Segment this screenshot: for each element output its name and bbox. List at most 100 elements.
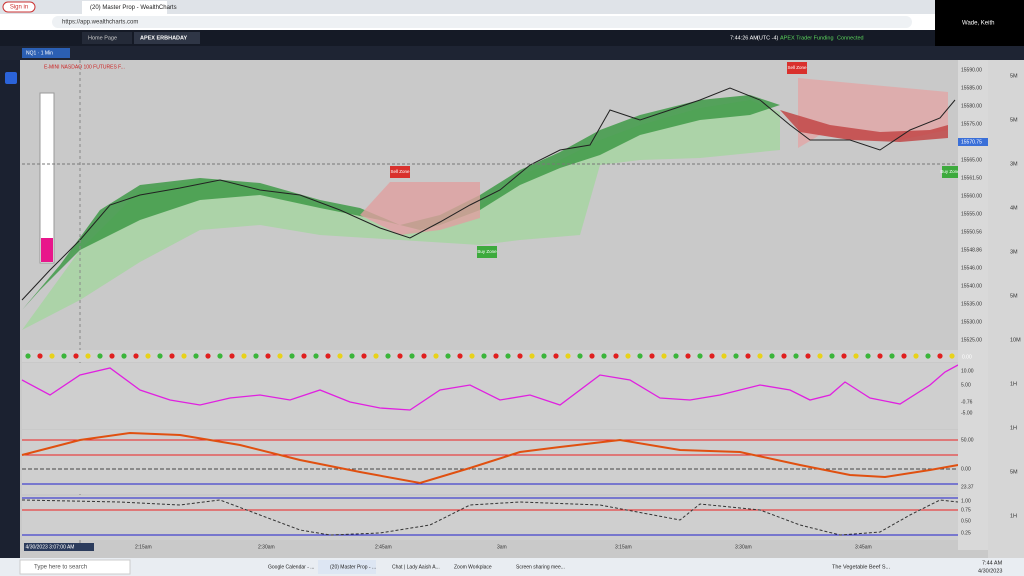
panel-label: 0.25: [961, 530, 971, 536]
signal-dot: [97, 353, 103, 359]
signal-dot: [349, 353, 355, 359]
url: https://app.wealthcharts.com: [62, 20, 138, 26]
signal-dot: [301, 353, 307, 359]
app-tab[interactable]: [134, 32, 200, 44]
profile-button[interactable]: [2, 1, 36, 13]
taskbar-app-label: Chat | Lady Aaish A...: [392, 564, 440, 570]
sell-cloud: [360, 182, 480, 235]
signal-dot: [577, 353, 583, 359]
crosshair-time-tag: [24, 543, 94, 551]
panel-label: 50.00: [961, 437, 974, 443]
signal-dot: [841, 353, 847, 359]
panel-label: 10.00: [961, 368, 974, 374]
signal-dot: [37, 353, 43, 359]
date: 4/30/2023: [978, 568, 1002, 574]
search-box[interactable]: [19, 559, 131, 575]
panel-label: 1.00: [961, 498, 971, 504]
address-bar[interactable]: [52, 16, 912, 28]
interval-label: 5M: [1010, 469, 1018, 475]
oscillator-panel: [22, 363, 958, 429]
interval-column: [988, 60, 1024, 558]
symbol-tab[interactable]: [22, 48, 70, 58]
taskbar-app[interactable]: [318, 560, 376, 574]
taskbar-app-label: Screen sharing mee...: [516, 564, 565, 570]
signal-dot: [265, 353, 271, 359]
time-label: 2:30am: [258, 544, 275, 550]
signal-dot: [433, 353, 439, 359]
add-button[interactable]: [5, 72, 17, 84]
signal-dot: [277, 353, 283, 359]
signal-dot: [817, 353, 823, 359]
taskbar-app[interactable]: [442, 560, 500, 574]
taskbar-app[interactable]: [256, 560, 314, 574]
signal-dot: [625, 353, 631, 359]
time-label: 3:30am: [735, 544, 752, 550]
browser-tab[interactable]: [82, 1, 167, 14]
price-label: 15535.00: [961, 301, 982, 307]
app-bar: [0, 30, 935, 46]
signal-dot: [937, 353, 943, 359]
price-label: 15525.00: [961, 337, 982, 343]
signal-dot: [145, 353, 151, 359]
signal-dot: [709, 353, 715, 359]
clock: 7:44:26 AM: [730, 35, 758, 41]
interval-label: 1H: [1010, 513, 1017, 519]
panel-value: 0.00: [962, 354, 972, 360]
signal-dot: [589, 353, 595, 359]
signal-dot: [25, 353, 31, 359]
clock: 7:44 AM: [982, 560, 1003, 566]
signal-dot: [397, 353, 403, 359]
app-tab-label: APEX ERBHADAY: [140, 35, 188, 41]
signal-dot: [121, 353, 127, 359]
sell-zone-tag: [787, 62, 807, 74]
signal-dot: [949, 353, 955, 359]
taskbar-app[interactable]: [380, 560, 438, 574]
price-label: 15590.00: [961, 67, 982, 73]
signal-dot: [733, 353, 739, 359]
interval-label: 1H: [1010, 425, 1017, 431]
signal-dot: [865, 353, 871, 359]
signal-dot: [829, 353, 835, 359]
interval-label: 4M: [1010, 205, 1018, 211]
signal-dot: [541, 353, 547, 359]
signal-dot: [601, 353, 607, 359]
signal-dot: [457, 353, 463, 359]
time-label: 2:45am: [375, 544, 392, 550]
panel-label: 0.75: [961, 507, 971, 513]
timezone: (UTC -4): [757, 35, 779, 41]
signal-dot: [109, 353, 115, 359]
time-label: 4/30/2023 3:07:00 AM: [26, 544, 75, 550]
last-price-tag: [958, 138, 988, 146]
signal-dot: [481, 353, 487, 359]
signal-dot: [853, 353, 859, 359]
signal-dot: [901, 353, 907, 359]
app-tab[interactable]: [82, 32, 132, 44]
price-label: 15555.00: [961, 211, 982, 217]
interval-label: 3M: [1010, 161, 1018, 167]
interval-label: 10M: [1010, 337, 1021, 343]
signal-dot: [49, 353, 55, 359]
taskbar-app[interactable]: [504, 560, 562, 574]
buy-zone-tag: [942, 166, 958, 178]
signal-dot: [73, 353, 79, 359]
panel-label: -0.76: [961, 399, 973, 405]
taskbar-app-label: Google Calendar - ...: [268, 564, 314, 570]
zone-label: Sell Zone: [787, 65, 807, 70]
signal-dot: [193, 353, 199, 359]
signal-dot: [157, 353, 163, 359]
price-label: 15570.75: [961, 139, 982, 145]
interval-label: 5M: [1010, 73, 1018, 79]
signal-dot: [565, 353, 571, 359]
interval-label: 1H: [1010, 381, 1017, 387]
signal-dot: [649, 353, 655, 359]
profile-label: Sign in: [10, 5, 28, 11]
signal-dot: [673, 353, 679, 359]
color-swatch[interactable]: [41, 238, 53, 262]
zone-label: Buy Zone: [477, 249, 497, 254]
signal-dot: [61, 353, 67, 359]
toolbar: [0, 46, 1024, 60]
price-label: 15550.56: [961, 229, 982, 235]
panel-label: 5.00: [961, 382, 971, 388]
price-label: 15561.50: [961, 175, 982, 181]
signal-dot: [661, 353, 667, 359]
